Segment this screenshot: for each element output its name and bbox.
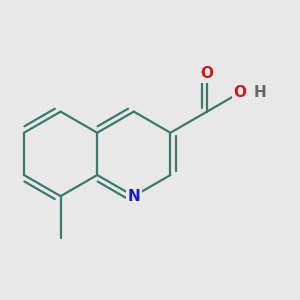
- Text: N: N: [128, 189, 140, 204]
- Text: H: H: [254, 85, 267, 100]
- Text: O: O: [201, 66, 214, 81]
- Text: O: O: [233, 85, 247, 100]
